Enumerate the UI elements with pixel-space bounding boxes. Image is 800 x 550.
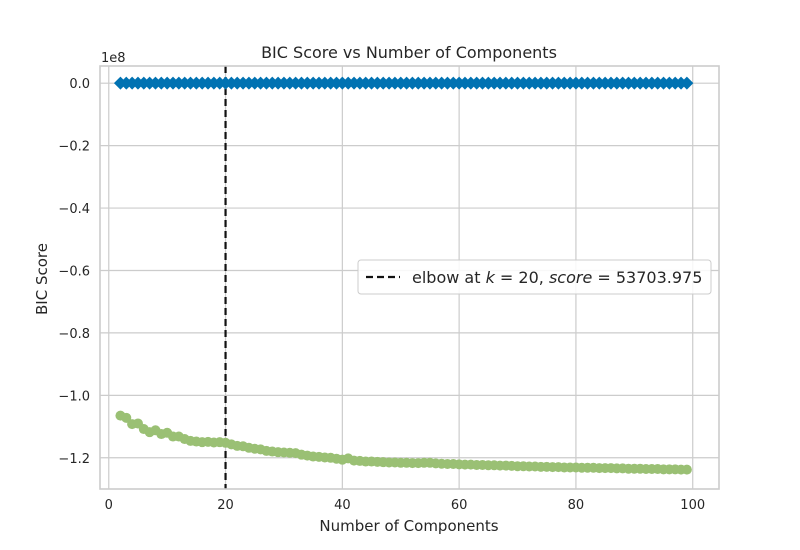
legend-text-part: elbow at (412, 268, 486, 287)
x-tick-label: 60 (451, 498, 468, 513)
x-axis-label: Number of Components (319, 517, 498, 535)
y-tick-label: −0.2 (58, 140, 90, 155)
circle-point (121, 412, 132, 423)
y-axis-multiplier: 1e8 (101, 51, 126, 66)
legend-text-part: k (486, 268, 496, 287)
plot-frame (99, 65, 720, 490)
y-tick-label: 0.0 (69, 77, 90, 92)
legend-text-part: score (549, 268, 593, 287)
y-axis-label: BIC Score (33, 243, 51, 315)
x-tick-label: 20 (217, 498, 234, 513)
y-tick-label: −1.2 (58, 452, 90, 467)
y-tick-label: −0.4 (58, 202, 90, 217)
diamond-point (680, 76, 694, 90)
x-tick-label: 40 (334, 498, 351, 513)
chart-title: BIC Score vs Number of Components (261, 43, 557, 62)
legend: elbow at k = 20, score = 53703.975 (357, 259, 712, 295)
y-tick-label: −0.8 (58, 327, 90, 342)
legend-elbow-label: elbow at k = 20, score = 53703.975 (412, 268, 702, 287)
x-tick-label: 0 (105, 498, 113, 513)
legend-text-part: = 20, (495, 268, 549, 287)
tick-labels: 0 20 40 60 80 100 0.0 −0.2 −0.4 −0.6 −0.8 −1.0 −1.2 (58, 77, 705, 513)
x-tick-label: 80 (568, 498, 585, 513)
legend-text-part: = 53703.975 (592, 268, 702, 287)
y-tick-label: −1.0 (58, 389, 90, 404)
x-tick-label: 100 (680, 498, 705, 513)
legend-box (357, 259, 712, 295)
series-layer (113, 76, 694, 475)
y-tick-label: −0.6 (58, 264, 90, 279)
circle-point (681, 464, 692, 475)
